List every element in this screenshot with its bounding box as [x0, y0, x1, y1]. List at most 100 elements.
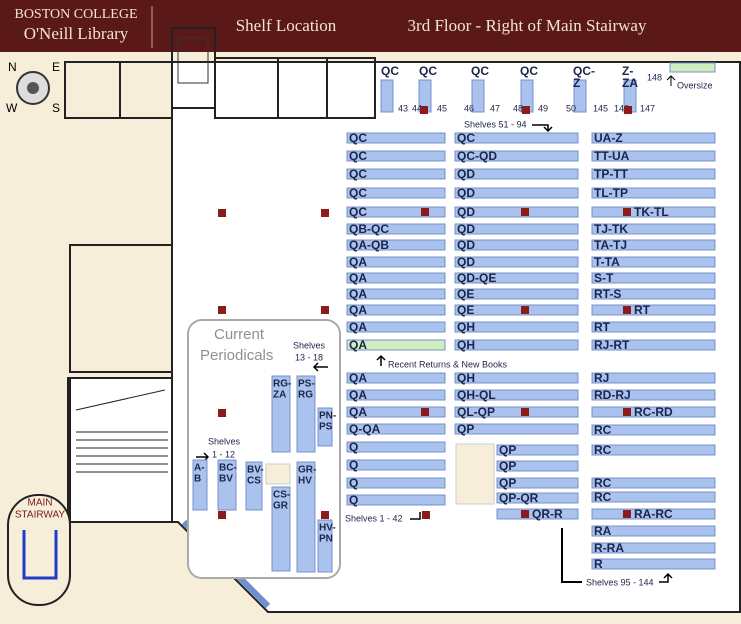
shelf-label: TP-TT [594, 167, 629, 181]
shelf [271, 375, 291, 453]
top-shelf-label: QC- [573, 64, 595, 78]
note: Shelves [293, 340, 326, 350]
shelf [454, 132, 579, 144]
periodical-shelf-label: PN- [319, 411, 336, 422]
column-marker [321, 209, 329, 217]
shelf-label: QH [457, 320, 475, 334]
shelf [454, 389, 579, 401]
top-shelf-label: QC [471, 64, 489, 78]
column-marker [623, 306, 631, 314]
column-marker [623, 510, 631, 518]
shelf-label: QH [457, 338, 475, 352]
column-marker [624, 106, 632, 114]
shelf-label: QC [457, 131, 475, 145]
shelf [591, 187, 716, 199]
shelf-label: QC [349, 205, 367, 219]
header-bar [0, 0, 741, 52]
column-marker [623, 408, 631, 416]
periodical-shelf-label: GR [273, 501, 289, 512]
shelf-label: RC [594, 476, 612, 490]
shelf [192, 459, 208, 511]
shelf-label: QA [349, 405, 367, 419]
shelf [346, 406, 446, 418]
shelf-label: Q [349, 458, 358, 472]
shelf [591, 339, 716, 351]
periodical-shelf-label: B [194, 474, 201, 485]
periodical-shelf-label: CS- [273, 490, 290, 501]
column-marker [321, 511, 329, 519]
shelf [591, 150, 716, 162]
shelf-number: 47 [490, 103, 500, 113]
shelf [346, 459, 446, 471]
periodical-shelf-label: HV [298, 476, 312, 487]
shelf-label: QC [349, 167, 367, 181]
shelf [591, 132, 716, 144]
note: Shelves 95 - 144 [586, 577, 654, 587]
shelf-label: QA [349, 320, 367, 334]
shelf [454, 223, 579, 235]
shelf [454, 239, 579, 251]
shelf [346, 304, 446, 316]
shelf [591, 491, 716, 503]
shelf-label: QA [349, 255, 367, 269]
shelf-label: QD [457, 186, 475, 200]
periodical-shelf-label: PS- [298, 379, 315, 390]
shelf [346, 168, 446, 180]
arrow [376, 354, 386, 366]
shelf [346, 150, 446, 162]
periodical-shelf-label: CS [247, 476, 261, 487]
column-marker [521, 408, 529, 416]
shelf [591, 223, 716, 235]
note: Shelves 51 - 94 [464, 119, 527, 129]
shelf [454, 321, 579, 333]
stairway-label: STAIRWAY [15, 510, 66, 521]
shelf [591, 508, 716, 520]
shelf [346, 288, 446, 300]
shelf-label: RT-S [594, 287, 621, 301]
shelf [496, 492, 579, 504]
arrow [410, 512, 421, 520]
shelf [591, 525, 716, 537]
shelf-label: QD-QE [457, 271, 496, 285]
shelf [346, 272, 446, 284]
shelf [591, 372, 716, 384]
shelf-label: QP [499, 459, 516, 473]
shelf-number: 145 [593, 103, 608, 113]
column-marker [421, 208, 429, 216]
shelf [454, 187, 579, 199]
shelf-label: UA-Z [594, 131, 623, 145]
shelf-number: 49 [538, 103, 548, 113]
top-shelf-label: QC [520, 64, 538, 78]
arrow [659, 572, 673, 583]
institution: BOSTON COLLEGE [14, 7, 137, 22]
shelf-label: QA [349, 271, 367, 285]
column-marker [218, 409, 226, 417]
shelf [591, 272, 716, 284]
shelf-label: Q [349, 493, 358, 507]
note: 1 - 12 [212, 449, 235, 459]
note: 13 - 18 [295, 352, 323, 362]
shelf-label: QD [457, 222, 475, 236]
shelf-label: TA-TJ [594, 238, 627, 252]
column-marker [421, 408, 429, 416]
shelf-number: 46 [464, 103, 474, 113]
library: O'Neill Library [24, 24, 129, 43]
shelf-label: QB-QC [349, 222, 389, 236]
shelf-number: 147 [640, 103, 655, 113]
periodical-shelf-label: RG- [273, 379, 291, 390]
shelf-label: RT [594, 320, 611, 334]
shelf-label: RT [634, 303, 651, 317]
shelf [591, 256, 716, 268]
shelf [454, 168, 579, 180]
arrow [532, 124, 553, 133]
compass-w: W [6, 101, 18, 115]
shelf [591, 542, 716, 554]
oversize-shelf [669, 62, 716, 73]
periodical-shelf-label: A- [194, 463, 205, 474]
section: Shelf Location [236, 16, 337, 35]
shelf [496, 444, 579, 456]
shelf-label: QA [349, 303, 367, 317]
shelf [346, 339, 446, 351]
shelf [591, 424, 716, 436]
shelf-label: QR-R [532, 507, 563, 521]
